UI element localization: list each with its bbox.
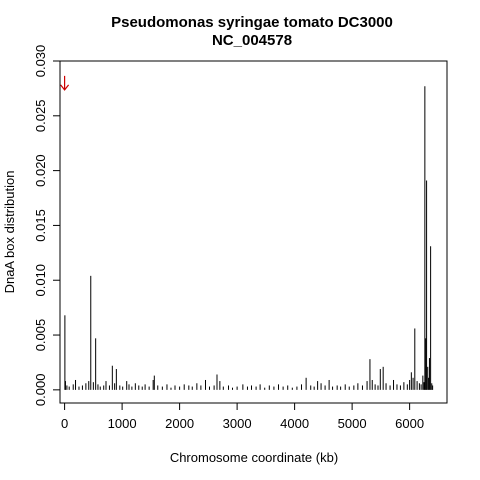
y-tick-label: 0.015 bbox=[33, 209, 48, 242]
plot-frame bbox=[59, 60, 448, 404]
y-tick-label: 0.025 bbox=[33, 100, 48, 133]
bars-group bbox=[64, 86, 434, 390]
x-tick-label: 3000 bbox=[223, 416, 252, 431]
y-tick-label: 0.010 bbox=[33, 264, 48, 297]
y-axis: 0.000 0.005 0.010 0.015 0.020 0.025 0.030 bbox=[33, 45, 61, 407]
y-tick-label: 0.030 bbox=[33, 45, 48, 78]
x-tick-label: 4000 bbox=[280, 416, 309, 431]
marker-group bbox=[60, 75, 70, 91]
y-tick-label: 0.000 bbox=[33, 374, 48, 407]
chart-title: Pseudomonas syringae tomato DC3000 bbox=[111, 14, 393, 31]
x-axis: 0 1000 2000 3000 4000 5000 6000 bbox=[61, 402, 424, 431]
arrow-down-icon bbox=[60, 75, 70, 91]
y-tick-label: 0.020 bbox=[33, 154, 48, 187]
x-tick-label: 2000 bbox=[165, 416, 194, 431]
y-axis-title: DnaA box distribution bbox=[2, 171, 17, 294]
y-tick-label: 0.005 bbox=[33, 319, 48, 352]
x-tick-label: 5000 bbox=[338, 416, 367, 431]
x-tick-label: 0 bbox=[61, 416, 68, 431]
x-tick-label: 1000 bbox=[108, 416, 137, 431]
chart-subtitle: NC_004578 bbox=[212, 32, 292, 49]
x-axis-title: Chromosome coordinate (kb) bbox=[170, 450, 338, 465]
x-tick-label: 6000 bbox=[395, 416, 424, 431]
